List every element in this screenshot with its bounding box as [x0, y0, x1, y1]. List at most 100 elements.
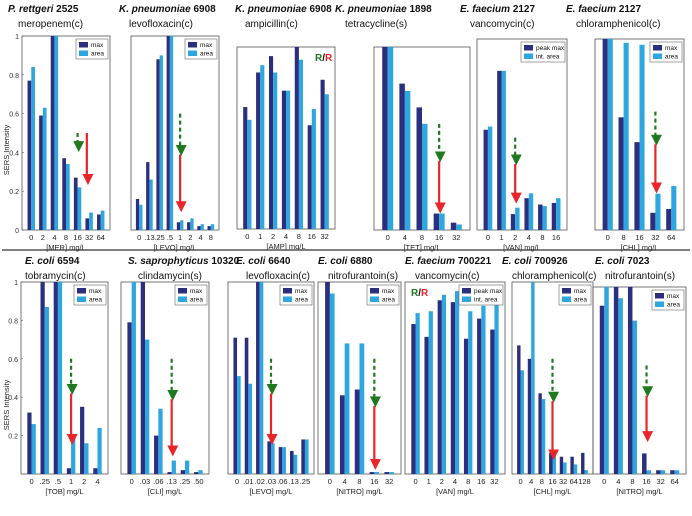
x-axis-label: [NITRO] mg/L — [616, 487, 662, 496]
bar-area — [293, 454, 298, 474]
bar-max — [135, 198, 140, 230]
bar-area — [607, 39, 613, 230]
x-tick-label: 2 — [513, 233, 517, 242]
panel-9: E. coli 6640 levofloxacin(c) 0 .01.02.03.06… — [227, 256, 315, 496]
panel-title: S. saprophyticus 10320 — [128, 256, 240, 267]
panel-12: E. coli 700926 chloramphenicol(c) 0 4 8 16 32 6… — [502, 256, 596, 496]
legend-label: area — [665, 54, 678, 61]
bar-area — [304, 439, 309, 474]
rr-first: R — [411, 288, 419, 299]
bar-area — [210, 224, 215, 230]
bar-area — [671, 186, 677, 230]
x-tick-label: 0 — [413, 477, 417, 486]
legend-label: max — [89, 288, 102, 295]
bar-max — [146, 162, 150, 230]
bar-max — [281, 90, 286, 230]
bar-area — [31, 424, 36, 474]
bar-area — [415, 313, 420, 474]
x-tick-label: 0 — [29, 233, 33, 242]
x-tick-label: 1 — [499, 233, 503, 242]
bar-area — [528, 193, 534, 230]
bar-area — [84, 443, 89, 474]
x-tick-label: 0 — [606, 233, 610, 242]
bar-area — [185, 460, 190, 474]
bar-area — [298, 59, 304, 229]
bar-max — [369, 472, 375, 474]
x-tick-label: .03 — [140, 477, 150, 486]
x-tick-label: 1 — [69, 477, 73, 486]
panel-organism: K. pneumoniae — [235, 4, 309, 15]
bar-max — [278, 447, 283, 474]
legend-label: max — [667, 293, 680, 300]
x-tick-label: 2 — [440, 477, 444, 486]
x-tick-label: 32 — [651, 233, 659, 242]
bar-max — [197, 226, 201, 230]
legend: max area — [73, 284, 107, 306]
legend-label: int. area — [536, 54, 560, 61]
bar-area — [487, 126, 493, 230]
bar-area — [552, 450, 556, 474]
panel-title: K. pneumoniae 6908 — [235, 4, 332, 15]
panel-10: E. coli 6880 nitrofurantoin(s) 0 4 8 16 32[NIT… — [317, 256, 402, 496]
x-tick-label: 16 — [552, 233, 560, 242]
bar-area — [66, 164, 70, 230]
bar-area — [618, 298, 623, 474]
x-tick-label: .06 — [153, 477, 163, 486]
bar-area — [387, 47, 394, 230]
x-tick-label: 64 — [671, 477, 679, 486]
y-tick-label: 1 — [15, 34, 19, 41]
legend-swatch — [655, 301, 664, 307]
panel-strain: 700926 — [534, 256, 568, 267]
panel-title: E. faecium 2127 — [566, 4, 641, 15]
x-tick-label: 1 — [427, 477, 431, 486]
legend: peak max int. area — [458, 284, 504, 306]
bar-area — [159, 55, 163, 231]
legend-swatch — [562, 296, 571, 302]
bar-max — [207, 226, 211, 230]
x-tick-label: 0 — [328, 477, 332, 486]
legend-label: area — [382, 297, 395, 304]
bar-max — [656, 470, 661, 474]
legend-label: max — [91, 42, 104, 49]
bar-area — [389, 472, 394, 474]
legend: max area — [174, 284, 208, 306]
x-tick-label: 16 — [642, 477, 650, 486]
bar-area — [286, 90, 291, 230]
bar-area — [42, 107, 47, 230]
bar-area — [158, 408, 163, 474]
x-tick-label: 4 — [527, 233, 531, 242]
bar-area — [646, 470, 652, 474]
bar-max — [490, 329, 495, 474]
bar-max — [416, 107, 422, 230]
bar-area — [660, 470, 666, 474]
x-tick-label: .13 — [288, 477, 298, 486]
bar-area — [441, 294, 447, 474]
legend-swatch — [562, 288, 571, 294]
bar-area — [71, 439, 76, 474]
bar-area — [563, 462, 567, 474]
bar-max — [180, 470, 185, 474]
panel-title: E. faecium 2127 — [460, 4, 535, 15]
bar-max — [97, 214, 101, 230]
bar-area — [44, 306, 49, 474]
legend-label: area — [190, 297, 203, 304]
bar-area — [468, 311, 473, 474]
panel-11: E. faecium 700221 vancomycin(c) 0 1 2 4 8 16 32 [… — [404, 256, 506, 496]
x-tick-label: 16 — [435, 233, 443, 242]
x-axis-label: [VAN] mg/L — [503, 243, 541, 252]
bar-area — [573, 464, 578, 474]
panel-organism: S. saprophyticus — [128, 256, 211, 267]
bar-max — [187, 222, 191, 230]
legend-swatch — [655, 293, 664, 299]
legend: peak max int. area — [520, 41, 566, 63]
bar-area — [149, 179, 153, 230]
bar-max — [670, 470, 675, 474]
panel-organism: E. faecium — [566, 4, 619, 15]
bar-max — [634, 142, 640, 230]
bar-max — [73, 177, 78, 230]
legend-swatch — [283, 288, 292, 294]
panel-title: E. coli 7023 — [595, 256, 650, 267]
panel-drug: levofloxacin(c) — [129, 19, 193, 30]
y-tick-label: 0 — [15, 228, 19, 235]
